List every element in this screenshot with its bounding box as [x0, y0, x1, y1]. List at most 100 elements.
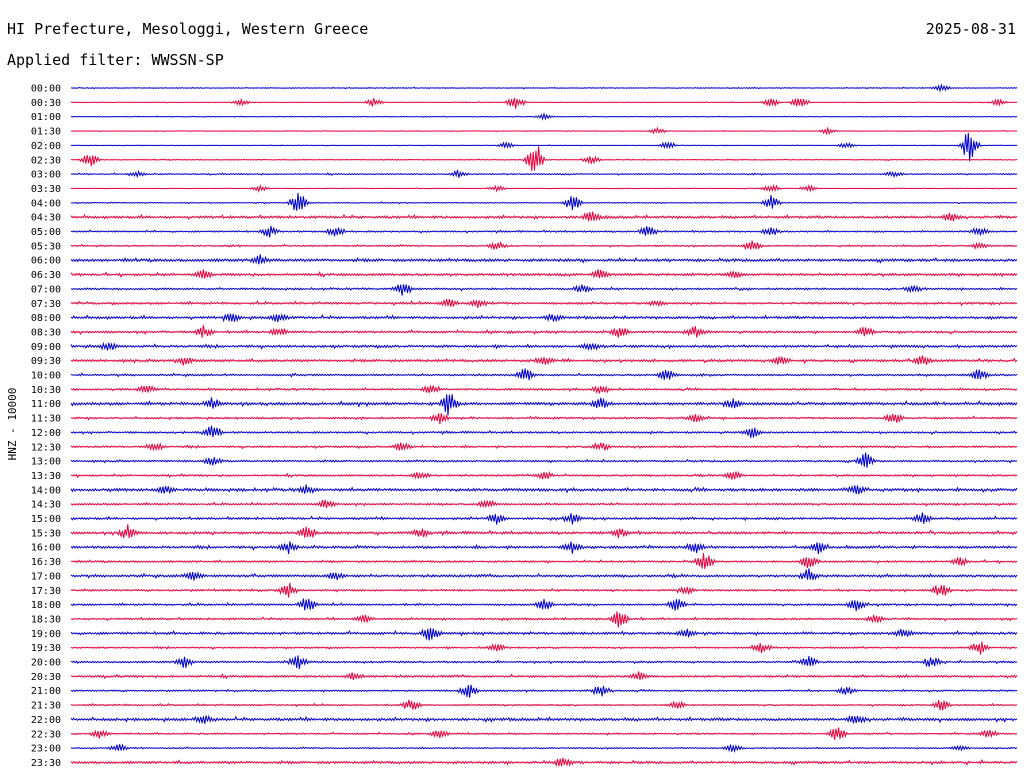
- row-time-label: 12:30: [31, 442, 61, 453]
- trace-line: [70, 743, 1018, 753]
- trace-line: [70, 284, 1018, 296]
- trace-line: [70, 132, 1018, 162]
- date-label: 2025-08-31: [925, 20, 1016, 38]
- row-time-label: 14:30: [31, 500, 61, 511]
- trace-line: [70, 368, 1018, 381]
- trace-line: [70, 312, 1018, 323]
- trace-line: [70, 183, 1018, 194]
- trace-line: [70, 211, 1018, 222]
- row-time-label: 23:00: [31, 744, 61, 755]
- row-time-label: 03:00: [31, 170, 61, 181]
- trace-line: [70, 425, 1018, 439]
- trace-line: [70, 341, 1018, 352]
- row-time-label: 00:00: [31, 84, 61, 95]
- trace-line: [70, 225, 1018, 238]
- trace-line: [70, 192, 1018, 211]
- row-time-label: 16:30: [31, 557, 61, 568]
- trace-line: [70, 394, 1018, 416]
- trace-line: [70, 97, 1018, 109]
- trace-line: [70, 413, 1018, 425]
- row-time-label: 15:00: [31, 514, 61, 525]
- trace-line: [70, 146, 1018, 171]
- trace-line: [70, 169, 1018, 179]
- trace-line: [70, 240, 1018, 251]
- trace-line: [70, 484, 1018, 495]
- row-time-label: 10:30: [31, 385, 61, 396]
- row-time-label: 21:00: [31, 686, 61, 697]
- row-time-label: 04:30: [31, 213, 61, 224]
- row-time-label: 11:30: [31, 414, 61, 425]
- trace-line: [70, 512, 1018, 525]
- trace-line: [70, 582, 1018, 598]
- row-time-label: 02:00: [31, 141, 61, 152]
- row-time-label: 13:00: [31, 457, 61, 468]
- trace-line: [70, 757, 1018, 768]
- trace-line: [70, 628, 1018, 641]
- trace-line: [70, 641, 1018, 655]
- row-time-label: 12:00: [31, 428, 61, 439]
- row-time-label: 09:30: [31, 356, 61, 367]
- row-time-label: 22:00: [31, 715, 61, 726]
- row-time-label: 05:30: [31, 241, 61, 252]
- row-time-label: 22:30: [31, 729, 61, 740]
- row-time-label: 04:00: [31, 198, 61, 209]
- trace-line: [70, 254, 1018, 265]
- row-time-label: 01:00: [31, 112, 61, 123]
- trace-line: [70, 452, 1018, 468]
- row-time-label: 21:30: [31, 701, 61, 712]
- trace-line: [70, 598, 1018, 612]
- station-title: HI Prefecture, Mesologgi, Western Greece: [7, 20, 369, 38]
- trace-rows: 00:00 00:30 01:00 01:30 02:00 02:30 03:00 03:30…: [31, 83, 1018, 769]
- row-time-label: 10:00: [31, 371, 61, 382]
- row-time-label: 18:30: [31, 614, 61, 625]
- row-time-label: 08:30: [31, 327, 61, 338]
- trace-line: [70, 699, 1018, 711]
- row-time-label: 19:30: [31, 643, 61, 654]
- row-time-label: 19:00: [31, 629, 61, 640]
- row-time-label: 11:00: [31, 399, 61, 410]
- trace-line: [70, 83, 1018, 93]
- row-time-label: 06:00: [31, 256, 61, 267]
- trace-line: [70, 298, 1018, 309]
- row-time-label: 17:00: [31, 571, 61, 582]
- trace-line: [70, 611, 1018, 628]
- row-time-label: 00:30: [31, 98, 61, 109]
- row-time-label: 13:30: [31, 471, 61, 482]
- row-time-label: 18:00: [31, 600, 61, 611]
- y-axis-label: HNZ - 10000: [6, 388, 19, 461]
- row-time-label: 07:30: [31, 299, 61, 310]
- trace-line: [70, 111, 1018, 121]
- trace-line: [70, 384, 1018, 395]
- trace-line: [70, 684, 1018, 698]
- row-time-label: 16:00: [31, 543, 61, 554]
- row-time-label: 03:30: [31, 184, 61, 195]
- trace-line: [70, 524, 1018, 539]
- row-time-label: 07:00: [31, 284, 61, 295]
- row-time-label: 23:30: [31, 758, 61, 769]
- trace-line: [70, 355, 1018, 366]
- row-time-label: 17:30: [31, 586, 61, 597]
- trace-line: [70, 714, 1018, 724]
- row-time-label: 20:00: [31, 658, 61, 669]
- trace-line: [70, 325, 1018, 338]
- row-time-label: 06:30: [31, 270, 61, 281]
- trace-line: [70, 568, 1018, 581]
- trace-line: [70, 269, 1018, 279]
- row-time-label: 05:00: [31, 227, 61, 238]
- row-time-label: 14:00: [31, 485, 61, 496]
- trace-line: [70, 671, 1018, 681]
- row-time-label: 01:30: [31, 127, 61, 138]
- row-time-label: 09:00: [31, 342, 61, 353]
- row-time-label: 02:30: [31, 155, 61, 166]
- row-time-label: 08:00: [31, 313, 61, 324]
- trace-line: [70, 541, 1018, 555]
- trace-line: [70, 441, 1018, 452]
- trace-line: [70, 126, 1018, 136]
- trace-line: [70, 553, 1018, 570]
- trace-line: [70, 727, 1018, 740]
- trace-line: [70, 655, 1018, 669]
- trace-line: [70, 470, 1018, 480]
- filter-label: Applied filter: WWSSN-SP: [7, 51, 224, 69]
- row-time-label: 20:30: [31, 672, 61, 683]
